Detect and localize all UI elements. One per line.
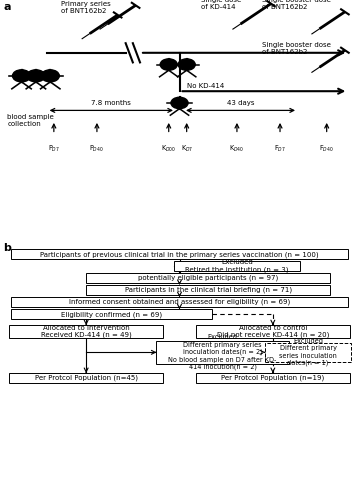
Bar xyxy=(9,325,163,338)
Circle shape xyxy=(160,59,177,70)
Text: Eligibility confirmed (n = 69): Eligibility confirmed (n = 69) xyxy=(61,311,162,318)
Bar xyxy=(196,373,350,382)
Text: Primary series
of BNT162b2: Primary series of BNT162b2 xyxy=(61,2,111,15)
Text: K$_{D40}$: K$_{D40}$ xyxy=(229,144,244,154)
Text: Excluded
Different primary
series inoculation
dates(n = 1): Excluded Different primary series inocul… xyxy=(279,338,337,366)
Text: Single dose
of KD-414: Single dose of KD-414 xyxy=(201,0,241,10)
Circle shape xyxy=(41,70,59,82)
Bar xyxy=(11,297,348,307)
Circle shape xyxy=(171,97,188,108)
Text: Single booster dose
of BNT162b2: Single booster dose of BNT162b2 xyxy=(262,0,331,10)
Text: K$_{D00}$: K$_{D00}$ xyxy=(161,144,176,154)
Text: Participants of previous clinical trial in the primary series vaccination (n = 1: Participants of previous clinical trial … xyxy=(40,251,319,258)
Text: a: a xyxy=(4,2,11,12)
Text: P$_{D40}$: P$_{D40}$ xyxy=(89,144,104,154)
Text: blood sample
collection: blood sample collection xyxy=(7,114,54,126)
Circle shape xyxy=(27,70,45,82)
Text: Excluded
Retired the institution (n = 3): Excluded Retired the institution (n = 3) xyxy=(185,259,289,273)
Text: F$_{D7}$: F$_{D7}$ xyxy=(274,144,286,154)
Text: Allocated to intervention
Received KD-414 (n = 49): Allocated to intervention Received KD-41… xyxy=(41,324,131,338)
Circle shape xyxy=(178,59,195,70)
Text: Per Protcol Population (n=45): Per Protcol Population (n=45) xyxy=(35,374,137,381)
Text: Allocated to control
Did not receive KD-414 (n = 20): Allocated to control Did not receive KD-… xyxy=(216,324,329,338)
Bar xyxy=(11,310,212,320)
Bar xyxy=(265,343,351,361)
Circle shape xyxy=(13,70,31,82)
Bar xyxy=(156,341,289,364)
Bar xyxy=(86,273,330,282)
Text: P$_{D7}$: P$_{D7}$ xyxy=(48,144,60,154)
Bar xyxy=(9,373,163,382)
Text: b: b xyxy=(4,242,11,252)
Text: No KD-414: No KD-414 xyxy=(187,83,224,89)
Text: Participants in the clinical trial briefing (n = 71): Participants in the clinical trial brief… xyxy=(125,286,292,293)
Text: 7.8 months: 7.8 months xyxy=(91,100,131,105)
Bar xyxy=(86,285,330,295)
Text: Single booster dose
of BNT162b2: Single booster dose of BNT162b2 xyxy=(262,42,331,55)
Text: potentially eligible participants (n = 97): potentially eligible participants (n = 9… xyxy=(138,274,278,281)
Bar xyxy=(196,325,350,338)
Text: K$_{D7}$: K$_{D7}$ xyxy=(181,144,193,154)
Text: 43 days: 43 days xyxy=(227,100,254,105)
Text: Per Protcol Population (n=19): Per Protcol Population (n=19) xyxy=(221,374,325,381)
Bar xyxy=(174,261,300,271)
Text: Excluded
Different primary series
inoculation dates(n = 2)
No blood sample on D7: Excluded Different primary series inocul… xyxy=(168,334,277,370)
Text: F$_{D40}$: F$_{D40}$ xyxy=(320,144,334,154)
Bar xyxy=(11,250,348,259)
Text: Informed consent obtained and assessed for eligibility (n = 69): Informed consent obtained and assessed f… xyxy=(69,299,290,306)
